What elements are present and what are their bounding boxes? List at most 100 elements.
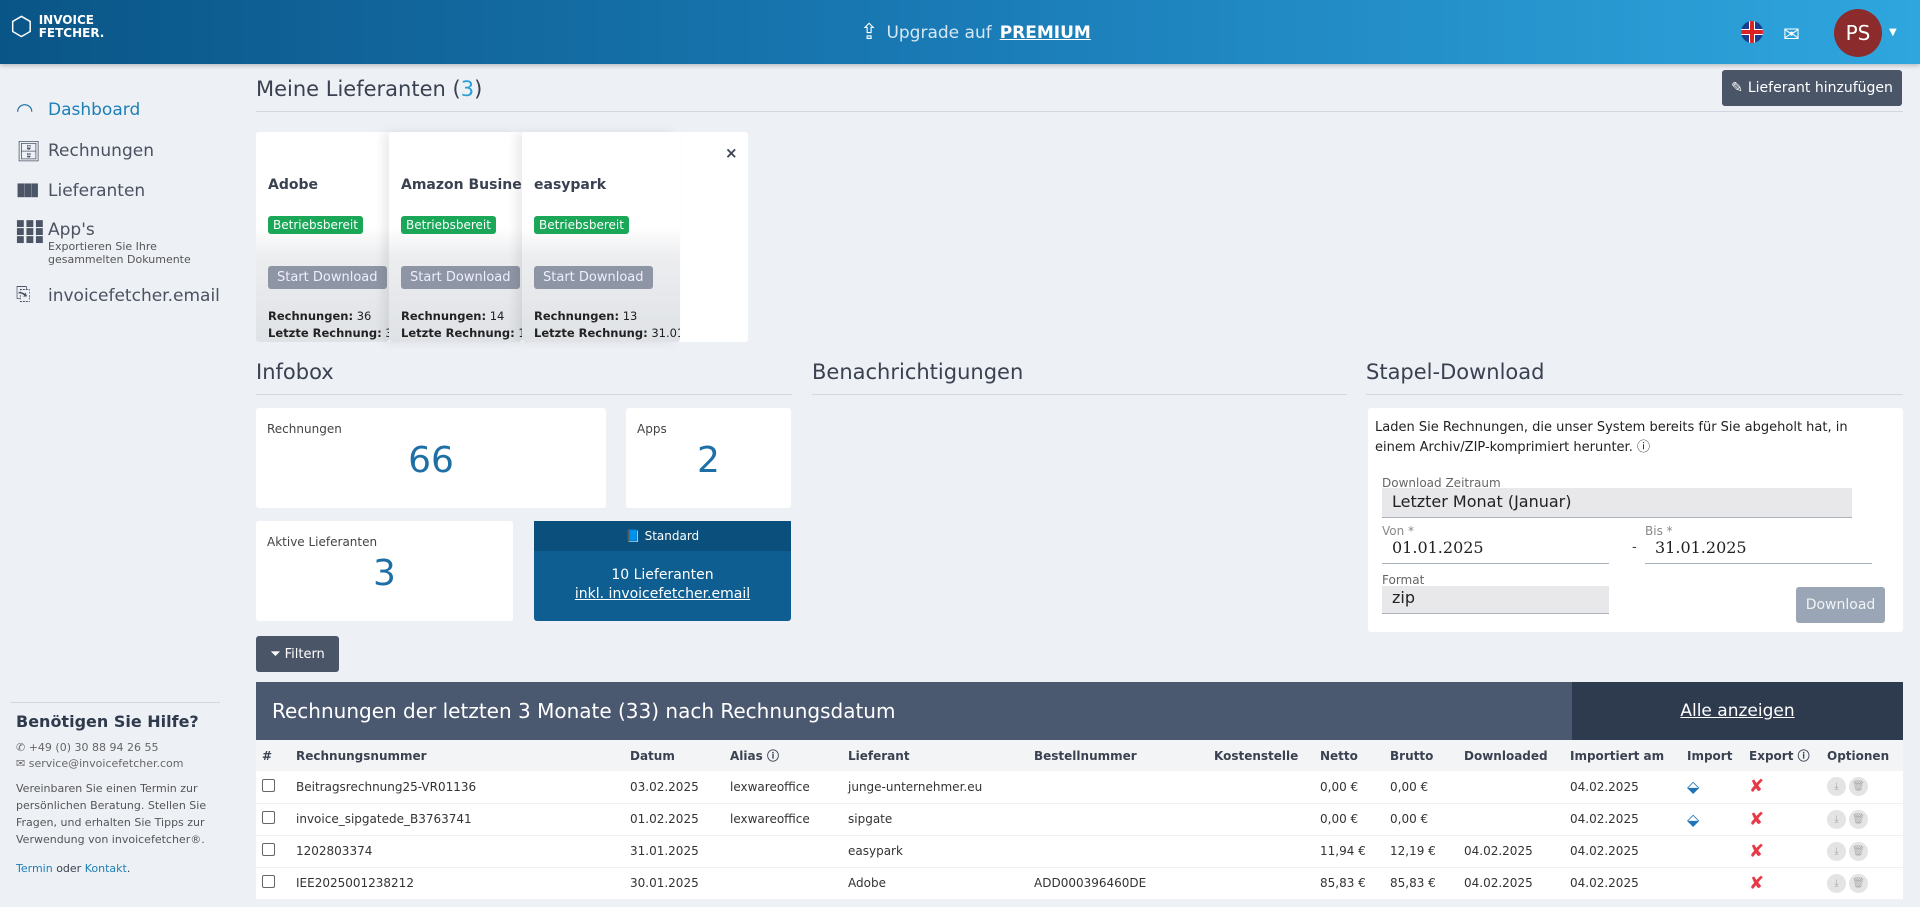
download-icon[interactable]: ⤓ (1827, 809, 1846, 829)
apps-count-card: Apps 2 (626, 408, 791, 508)
mailbox-icon: ⎘ (16, 284, 31, 305)
phone-icon: ✆ (16, 741, 29, 754)
lexware-import-icon[interactable]: ⬙ (1687, 777, 1700, 797)
batch-download-card: Laden Sie Rechnungen, die unser System b… (1368, 408, 1903, 632)
avatar[interactable]: PS (1834, 9, 1882, 57)
add-supplier-button[interactable]: ✎ Lieferant hinzufügen (1722, 70, 1902, 106)
sidebar-item-rechnungen[interactable]: 🗄 Rechnungen (16, 139, 154, 163)
mail-icon[interactable]: ✉ (1783, 22, 1800, 46)
download-button[interactable]: Download (1796, 587, 1885, 623)
table-row[interactable]: IEE2025001238212 30.01.2025 Adobe ADD000396… (256, 867, 1903, 900)
from-date-input[interactable]: 01.01.2025 (1382, 536, 1609, 564)
gauge-icon: ◠ (16, 98, 34, 122)
download-icon[interactable]: ⤓ (1827, 777, 1846, 797)
trash-icon[interactable]: 🗑 (1849, 777, 1868, 797)
column-header: Optionen (1821, 740, 1903, 771)
export-x-icon[interactable]: ✘ (1749, 872, 1765, 894)
termin-link[interactable]: Termin (16, 862, 53, 875)
supplier-card[interactable]: Adobe Betriebsbereit Start Download Rech… (256, 132, 389, 342)
table-row[interactable]: invoice_sipgatede_B3763741 01.02.2025 lexw… (256, 803, 1903, 836)
start-download-button[interactable]: Start Download (268, 266, 387, 289)
top-bar: ⬡ INVOICE FETCHER. ⇪ Upgrade auf PREMIUM ✉ … (0, 0, 1920, 64)
column-header: Rechnungsnummer (290, 740, 624, 771)
plan-link[interactable]: inkl. invoicefetcher.email (574, 586, 751, 602)
help-section: Benötigen Sie Hilfe? ✆ +49 (0) 30 88 94 … (16, 712, 207, 875)
row-checkbox[interactable] (262, 778, 275, 792)
chevron-down-icon[interactable]: ▼ (1889, 27, 1897, 38)
pencil-icon: ✎ (1731, 80, 1743, 96)
filter-button[interactable]: ⏷ Filtern (256, 636, 339, 672)
infobox-title: Infobox (256, 360, 334, 384)
trash-icon[interactable]: 🗑 (1849, 841, 1868, 861)
column-header: Brutto (1384, 740, 1458, 771)
logo[interactable]: ⬡ INVOICE FETCHER. (10, 11, 105, 42)
logo-icon: ⬡ (10, 11, 33, 42)
period-select[interactable]: Letzter Monat (Januar) (1382, 488, 1852, 518)
column-header: Downloaded (1458, 740, 1564, 771)
table-row[interactable]: Beitragsrechnung25-VR01136 03.02.2025 lexw… (256, 771, 1903, 804)
divider (256, 111, 1903, 112)
sidebar-item-email[interactable]: ⎘ invoicefetcher.email (16, 284, 220, 306)
divider (1366, 394, 1903, 395)
column-header: # (256, 740, 290, 771)
sidebar-item-dashboard[interactable]: ◠ Dashboard (16, 98, 141, 122)
status-badge: Betriebsbereit (534, 216, 629, 234)
start-download-button[interactable]: Start Download (401, 266, 520, 289)
download-icon[interactable]: ⤓ (1827, 873, 1846, 893)
column-header: Netto (1314, 740, 1384, 771)
column-header: Datum (624, 740, 724, 771)
grid-icon: ■■■ ■■■ ■■■ (16, 219, 45, 245)
status-badge: Betriebsbereit (268, 216, 363, 234)
start-download-button[interactable]: Start Download (534, 266, 653, 289)
to-date-input[interactable]: 31.01.2025 (1645, 536, 1872, 564)
invoices-count-card: Rechnungen 66 (256, 408, 606, 508)
trash-icon[interactable]: 🗑 (1849, 809, 1868, 829)
notifications-title: Benachrichtigungen (812, 360, 1024, 384)
supplier-card[interactable]: Amazon Business Betriebsbereit Start Dow… (389, 132, 522, 342)
envelope-icon: ✉ (16, 757, 29, 770)
active-suppliers-card: Aktive Lieferanten 3 (256, 521, 513, 621)
kontakt-link[interactable]: Kontakt (84, 862, 127, 875)
column-header: Kostenstelle (1208, 740, 1314, 771)
upgrade-link[interactable]: ⇪ Upgrade auf PREMIUM (860, 20, 1091, 45)
column-header: Alias ⓘ (724, 740, 842, 771)
invoices-banner: Rechnungen der letzten 3 Monate (33) nac… (256, 682, 1903, 740)
export-x-icon[interactable]: ✘ (1749, 840, 1765, 862)
format-select[interactable]: zip (1382, 586, 1609, 614)
inbox-tray-icon: 🗄 (16, 139, 42, 163)
info-icon[interactable]: ⓘ (1797, 749, 1810, 763)
sidebar-item-lieferanten[interactable]: ▮▮▮ Lieferanten (16, 179, 146, 201)
status-badge: Betriebsbereit (401, 216, 496, 234)
column-header: Export ⓘ (1743, 740, 1821, 771)
close-icon[interactable]: × (725, 144, 738, 162)
invoices-table: # Rechnungsnummer Datum Alias ⓘ Lieferant Bes… (256, 740, 1903, 900)
divider (256, 394, 792, 395)
lexware-import-icon[interactable]: ⬙ (1687, 809, 1700, 829)
row-checkbox[interactable] (262, 875, 275, 888)
book-icon: 📘 (625, 529, 645, 543)
table-row[interactable]: 1202803374 31.01.2025 easypark 11,94 €12,19… (256, 835, 1903, 868)
range-dash: - (1632, 540, 1637, 555)
column-header: Lieferant (842, 740, 1028, 771)
sidebar-item-apps[interactable]: ■■■ ■■■ ■■■ App's Exportieren Sie Ihre gesam… (16, 219, 191, 267)
row-checkbox[interactable] (262, 843, 275, 856)
download-icon[interactable]: ⤓ (1827, 841, 1846, 861)
plan-card: 📘 Standard 10 Lieferanten inkl. invoicef… (534, 521, 791, 621)
batch-download-title: Stapel-Download (1366, 360, 1545, 384)
filter-icon: ⏷ (270, 646, 281, 662)
info-icon[interactable]: ⓘ (766, 749, 779, 763)
row-checkbox[interactable] (262, 811, 275, 824)
column-header: Importiert am (1564, 740, 1681, 771)
trash-icon[interactable]: 🗑 (1849, 873, 1868, 893)
supplier-card[interactable]: easypark Betriebsbereit Start Download R… (522, 132, 680, 342)
binders-icon: ▮▮▮ (16, 179, 40, 200)
divider (812, 394, 1347, 395)
info-icon[interactable]: ⓘ (1636, 440, 1650, 455)
show-all-link[interactable]: Alle anzeigen (1680, 701, 1795, 721)
upload-icon: ⇪ (860, 20, 879, 45)
column-header: Import (1681, 740, 1743, 771)
column-header: Bestellnummer (1028, 740, 1208, 771)
uk-flag-icon[interactable] (1741, 21, 1763, 43)
export-x-icon[interactable]: ✘ (1749, 808, 1765, 830)
export-x-icon[interactable]: ✘ (1749, 776, 1765, 798)
